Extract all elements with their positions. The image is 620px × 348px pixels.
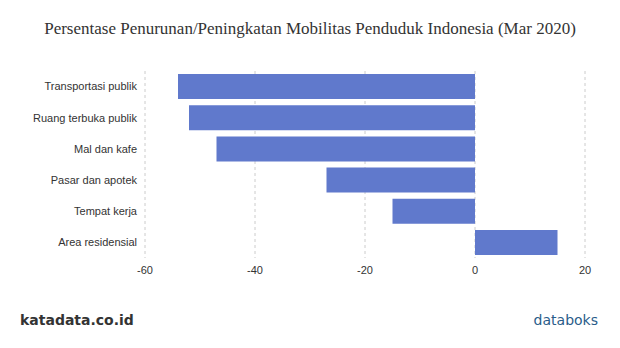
svg-text:-20: -20	[357, 264, 373, 276]
svg-text:Tempat kerja: Tempat kerja	[74, 205, 138, 217]
svg-text:Mal dan kafe: Mal dan kafe	[74, 143, 137, 155]
svg-text:Pasar dan apotek: Pasar dan apotek	[51, 174, 138, 186]
svg-text:-60: -60	[137, 264, 153, 276]
html-text:databoks: databoks	[533, 312, 598, 328]
html-text:katadata.co.id: katadata.co.id	[20, 312, 134, 328]
svg-text:0: 0	[472, 264, 478, 276]
svg-text:Transportasi publik: Transportasi publik	[44, 80, 137, 92]
html-text:Persentase Penurunan/Peningkat: Persentase Penurunan/Peningkatan Mobilit…	[44, 19, 576, 38]
svg-text:Ruang terbuka publik: Ruang terbuka publik	[33, 112, 137, 124]
svg-text:-40: -40	[247, 264, 263, 276]
svg-text:Area residensial: Area residensial	[58, 236, 137, 248]
svg-text:20: 20	[579, 264, 591, 276]
